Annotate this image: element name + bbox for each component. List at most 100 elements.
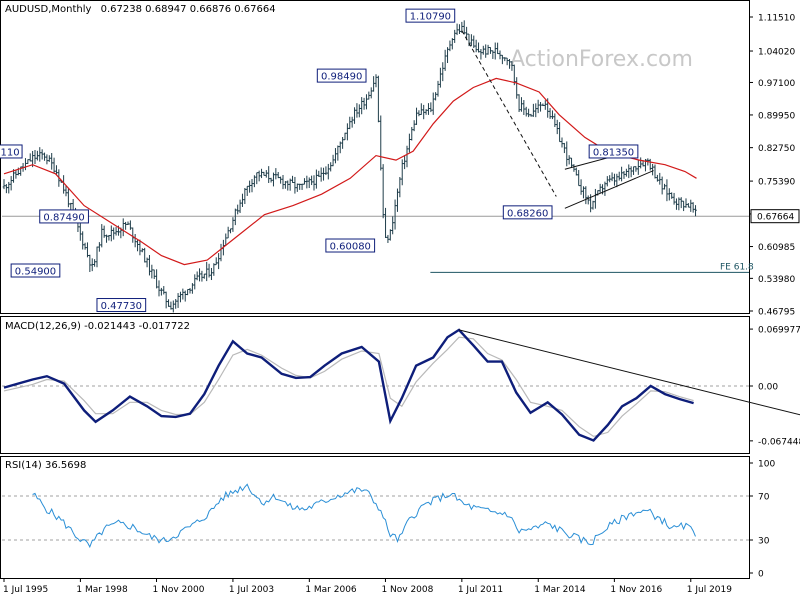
ohlc-bar bbox=[148, 255, 151, 276]
price-annotation-box bbox=[10, 263, 61, 278]
ohlc-bar bbox=[179, 291, 182, 303]
price-axis-label: 0.82750 bbox=[758, 144, 795, 154]
price-annotation: 0.47730 bbox=[96, 298, 147, 313]
price-annotation-box bbox=[316, 68, 367, 83]
ohlc-bar bbox=[694, 205, 697, 217]
ohlc-bar bbox=[255, 172, 259, 185]
ohlc-bar bbox=[338, 141, 342, 154]
symbol-header: AUDUSD,Monthly 0.67238 0.68947 0.66876 0… bbox=[5, 4, 276, 15]
ohlc-bar bbox=[193, 274, 197, 290]
price-annotation-text: 0.68260 bbox=[507, 208, 548, 219]
ohlc-bar bbox=[622, 170, 626, 179]
price-annotation-box bbox=[325, 238, 376, 253]
ohlc-bar bbox=[513, 64, 516, 86]
ohlc-bar bbox=[48, 155, 51, 162]
ohlc-bar bbox=[183, 290, 187, 302]
fe-level-label: FE 61.8 bbox=[720, 262, 754, 272]
macd-axis: 0.069977 0.00 -0.067448 bbox=[749, 326, 800, 447]
ohlc-bar bbox=[639, 157, 642, 169]
ohlc-bar bbox=[632, 166, 635, 175]
ohlc-bar bbox=[265, 170, 268, 178]
ohlc-bar bbox=[281, 175, 285, 190]
ohlc-bar bbox=[205, 261, 208, 282]
ohlc-bar bbox=[114, 226, 118, 236]
ohlc-bar bbox=[427, 103, 430, 115]
ohlc-bar bbox=[350, 116, 354, 128]
ohlc-bar bbox=[12, 169, 15, 183]
ohlc-bar bbox=[195, 271, 199, 281]
ohlc-bar bbox=[634, 166, 638, 172]
macd-axis-label: -0.067448 bbox=[758, 437, 800, 447]
ohlc-bar bbox=[498, 50, 502, 60]
ohlc-bar bbox=[474, 39, 478, 53]
ohlc-bar bbox=[210, 267, 213, 281]
ohlc-bar bbox=[107, 235, 111, 241]
ohlc-bar bbox=[33, 150, 37, 164]
ohlc-bar bbox=[234, 208, 237, 226]
ohlc-bar bbox=[656, 174, 659, 182]
time-axis-label: 1 Jul 2019 bbox=[687, 585, 732, 595]
price-annotation-text: 0.54900 bbox=[15, 266, 56, 277]
ohlc-bar bbox=[391, 216, 394, 235]
ohlc-bar bbox=[346, 123, 349, 141]
ohlc-bar bbox=[353, 107, 356, 124]
ohlc-bar bbox=[682, 200, 685, 212]
macd-main-line bbox=[3, 328, 694, 442]
ohlc-bar bbox=[567, 155, 571, 165]
ohlc-bar bbox=[493, 42, 497, 60]
price-reference-lines: FE 61.8 bbox=[2, 215, 754, 273]
ohlc-bar bbox=[262, 171, 266, 176]
ohlc-bar bbox=[534, 103, 538, 118]
time-axis-label: 1 Nov 2016 bbox=[610, 585, 662, 595]
ohlc-bar bbox=[200, 270, 204, 282]
ohlc-bar bbox=[508, 58, 511, 69]
ohlc-bar bbox=[505, 57, 509, 66]
ohlc-bar bbox=[544, 100, 547, 110]
price-annotation: 0.87490 bbox=[39, 209, 89, 224]
ohlc-bar bbox=[565, 141, 569, 167]
ohlc-bar bbox=[217, 253, 220, 270]
ohlc-bar bbox=[396, 188, 399, 212]
ohlc-bar bbox=[503, 57, 507, 62]
ohlc-bar bbox=[329, 162, 332, 172]
price-axis-label: 0.97100 bbox=[758, 79, 795, 89]
ohlc-bar bbox=[417, 110, 421, 117]
ohlc-bar bbox=[112, 227, 115, 240]
rsi-indicator bbox=[2, 483, 749, 549]
price-annotation-box bbox=[0, 144, 23, 159]
ohlc-bar bbox=[279, 176, 282, 184]
time-axis-label: 1 Nov 2008 bbox=[381, 585, 433, 595]
ohlc-bar bbox=[203, 273, 206, 279]
ohlc-bar bbox=[548, 108, 552, 119]
ohlc-bar bbox=[408, 133, 411, 153]
ohlc-bar bbox=[324, 166, 328, 176]
ohlc-bar bbox=[677, 197, 681, 211]
ohlc-bar bbox=[374, 74, 378, 88]
ohlc-bar bbox=[145, 257, 149, 268]
ohlc-bar bbox=[410, 126, 414, 141]
ohlc-bar bbox=[319, 167, 323, 182]
ohlc-bar bbox=[67, 188, 70, 208]
ohlc-bar bbox=[36, 150, 39, 161]
ohlc-bar bbox=[489, 46, 492, 54]
ohlc-bar bbox=[229, 228, 232, 234]
ohlc-bar bbox=[386, 234, 390, 243]
ohlc-bar bbox=[470, 34, 473, 47]
ohlc-bar bbox=[143, 247, 146, 263]
price-annotation-text: 1.10790 bbox=[410, 12, 451, 23]
rsi-axis-label: 0 bbox=[758, 570, 764, 580]
ohlc-bar bbox=[465, 26, 468, 41]
ohlc-bar bbox=[539, 101, 542, 112]
ohlc-bar bbox=[572, 164, 576, 172]
ohlc-bar bbox=[9, 176, 13, 191]
ohlc-bar bbox=[274, 168, 278, 180]
ohlc-bar bbox=[110, 225, 113, 242]
ohlc-bar bbox=[684, 198, 688, 208]
ohlc-bar bbox=[415, 107, 418, 125]
ohlc-bar bbox=[343, 132, 347, 141]
time-axis-label: 1 Jul 1995 bbox=[3, 585, 48, 595]
ohlc-bar bbox=[689, 199, 693, 212]
ohlc-bar bbox=[648, 158, 652, 171]
ohlc-bar bbox=[90, 258, 94, 272]
ohlc-bar bbox=[40, 149, 44, 160]
